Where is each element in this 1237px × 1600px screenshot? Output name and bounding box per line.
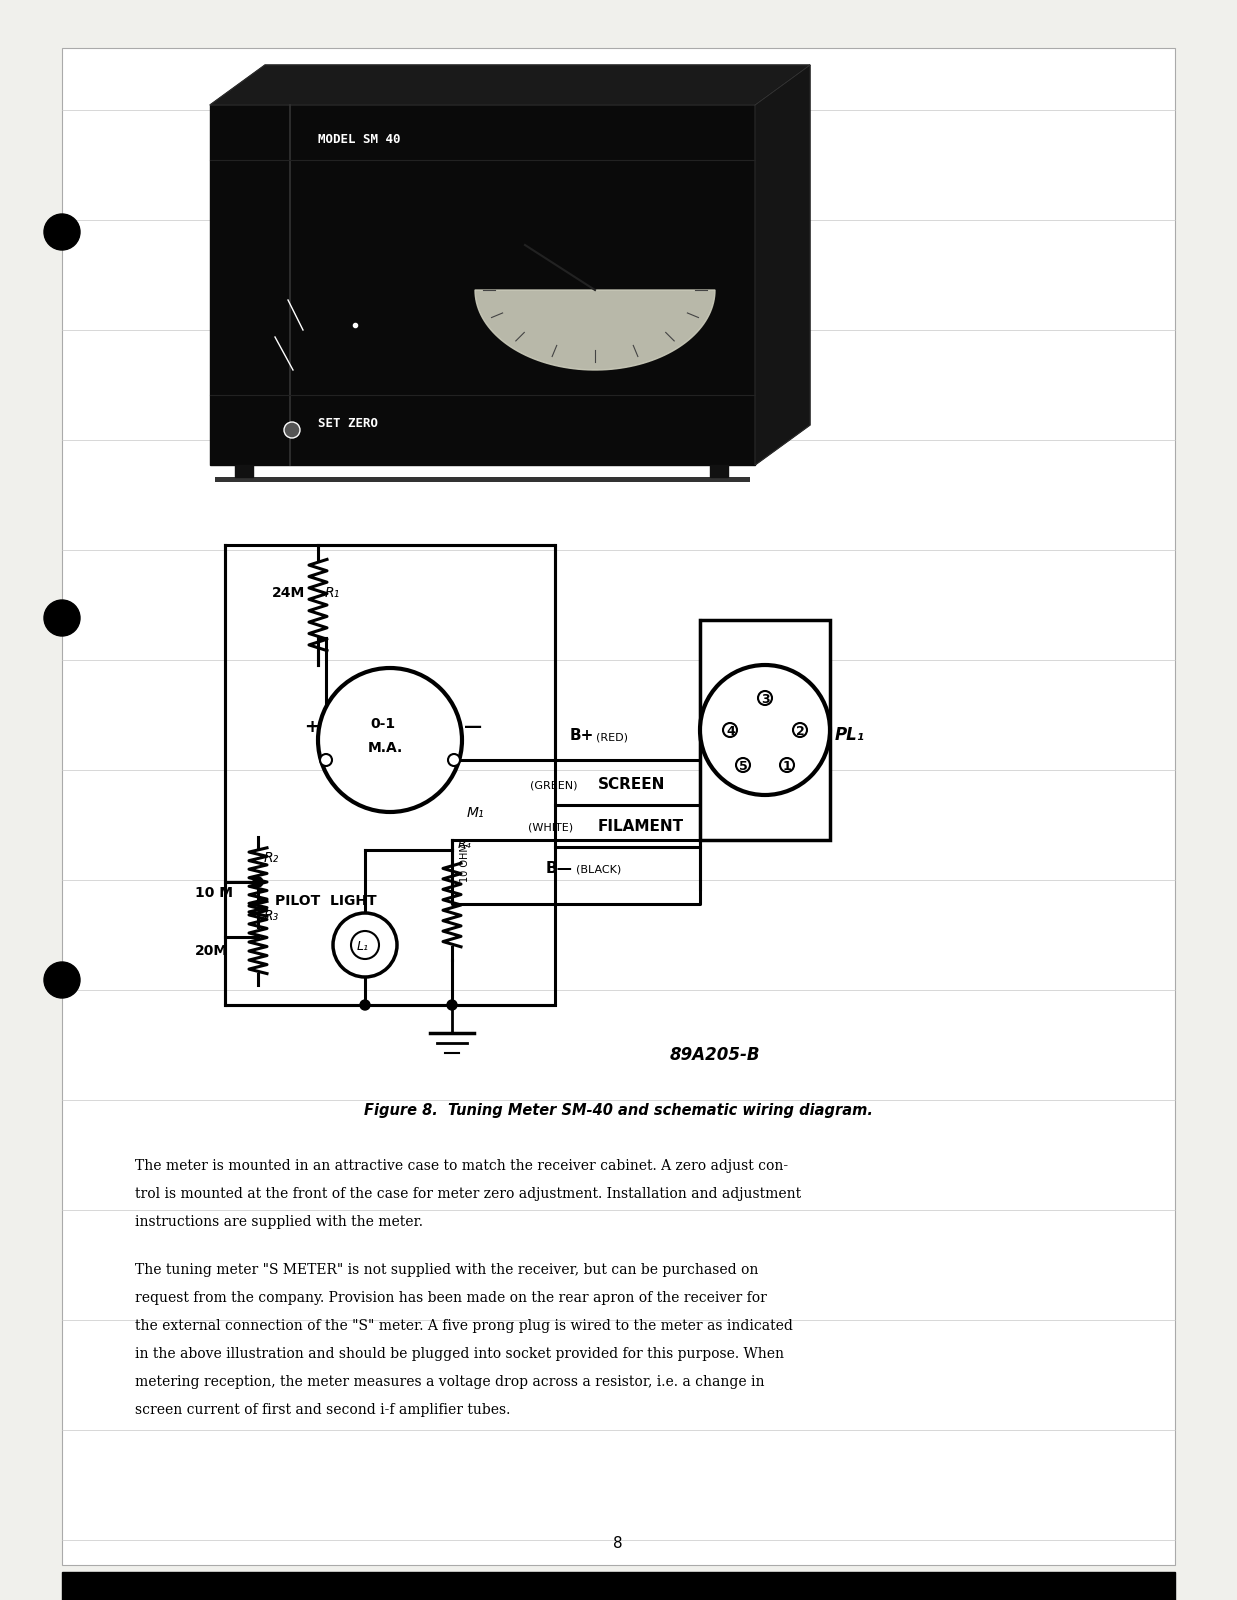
- Text: PILOT  LIGHT: PILOT LIGHT: [275, 894, 376, 909]
- Bar: [235, 466, 254, 477]
- Circle shape: [722, 723, 737, 738]
- Text: SCREEN: SCREEN: [597, 778, 666, 792]
- Text: (RED): (RED): [596, 733, 628, 742]
- Polygon shape: [210, 66, 810, 106]
- Text: 1: 1: [783, 760, 792, 773]
- Circle shape: [333, 914, 397, 978]
- Circle shape: [360, 1000, 370, 1010]
- Text: request from the company. Provision has been made on the rear apron of the recei: request from the company. Provision has …: [135, 1291, 767, 1306]
- Text: SET ZERO: SET ZERO: [318, 418, 379, 430]
- Circle shape: [45, 214, 80, 250]
- Circle shape: [285, 422, 301, 438]
- Text: R₄: R₄: [458, 838, 471, 851]
- Circle shape: [736, 758, 750, 773]
- Text: The tuning meter "S METER" is not supplied with the receiver, but can be purchas: The tuning meter "S METER" is not suppli…: [135, 1262, 758, 1277]
- Text: B+: B+: [570, 728, 594, 742]
- Bar: [210, 106, 755, 466]
- Text: trol is mounted at the front of the case for meter zero adjustment. Installation: trol is mounted at the front of the case…: [135, 1187, 802, 1202]
- Text: 89A205-B: 89A205-B: [670, 1046, 761, 1064]
- Polygon shape: [475, 290, 715, 370]
- Text: (BLACK): (BLACK): [576, 866, 621, 875]
- Bar: [62, 48, 1175, 1565]
- Circle shape: [45, 600, 80, 635]
- Circle shape: [318, 669, 461, 813]
- Text: Figure 8.  Tuning Meter SM-40 and schematic wiring diagram.: Figure 8. Tuning Meter SM-40 and schemat…: [364, 1102, 872, 1118]
- Text: instructions are supplied with the meter.: instructions are supplied with the meter…: [135, 1214, 423, 1229]
- Text: —: —: [464, 718, 482, 736]
- Text: M.A.: M.A.: [367, 741, 403, 755]
- Circle shape: [448, 754, 460, 766]
- Text: the external connection of the "S" meter. A five prong plug is wired to the mete: the external connection of the "S" meter…: [135, 1318, 793, 1333]
- Circle shape: [320, 754, 332, 766]
- Text: screen current of first and second i-f amplifier tubes.: screen current of first and second i-f a…: [135, 1403, 511, 1418]
- Text: +: +: [304, 718, 319, 736]
- Text: 0-1: 0-1: [370, 717, 395, 731]
- Circle shape: [781, 758, 794, 773]
- Bar: [215, 477, 750, 482]
- Text: M₁: M₁: [468, 806, 485, 819]
- Text: R₃: R₃: [263, 909, 280, 923]
- Text: L₁: L₁: [357, 939, 369, 954]
- Text: R₂: R₂: [263, 851, 280, 866]
- Text: 5: 5: [738, 760, 747, 773]
- Circle shape: [254, 877, 263, 886]
- Circle shape: [45, 962, 80, 998]
- Circle shape: [700, 666, 830, 795]
- Circle shape: [351, 931, 379, 958]
- Text: The meter is mounted in an attractive case to match the receiver cabinet. A zero: The meter is mounted in an attractive ca…: [135, 1158, 788, 1173]
- Bar: [710, 466, 729, 477]
- Text: 10 M: 10 M: [195, 886, 233, 899]
- Text: 3: 3: [761, 693, 769, 706]
- Text: 24M: 24M: [272, 586, 306, 600]
- Text: 4: 4: [726, 725, 735, 738]
- Text: FILAMENT: FILAMENT: [597, 819, 684, 834]
- Text: 20M: 20M: [195, 944, 228, 958]
- Bar: [62, 1571, 1175, 1600]
- Text: 2: 2: [795, 725, 805, 738]
- Circle shape: [758, 691, 772, 706]
- Text: (WHITE): (WHITE): [528, 822, 573, 834]
- Text: R₁: R₁: [325, 586, 340, 600]
- Text: 10 OHM: 10 OHM: [460, 843, 470, 882]
- Bar: [700, 619, 830, 840]
- Text: metering reception, the meter measures a voltage drop across a resistor, i.e. a : metering reception, the meter measures a…: [135, 1374, 764, 1389]
- Text: PL₁: PL₁: [835, 726, 865, 744]
- Text: in the above illustration and should be plugged into socket provided for this pu: in the above illustration and should be …: [135, 1347, 784, 1362]
- Circle shape: [793, 723, 807, 738]
- Text: B—: B—: [546, 861, 573, 877]
- Polygon shape: [755, 66, 810, 466]
- Text: 8: 8: [614, 1536, 622, 1550]
- Text: (GREEN): (GREEN): [529, 781, 578, 790]
- Circle shape: [447, 1000, 456, 1010]
- Text: MODEL SM 40: MODEL SM 40: [318, 133, 401, 146]
